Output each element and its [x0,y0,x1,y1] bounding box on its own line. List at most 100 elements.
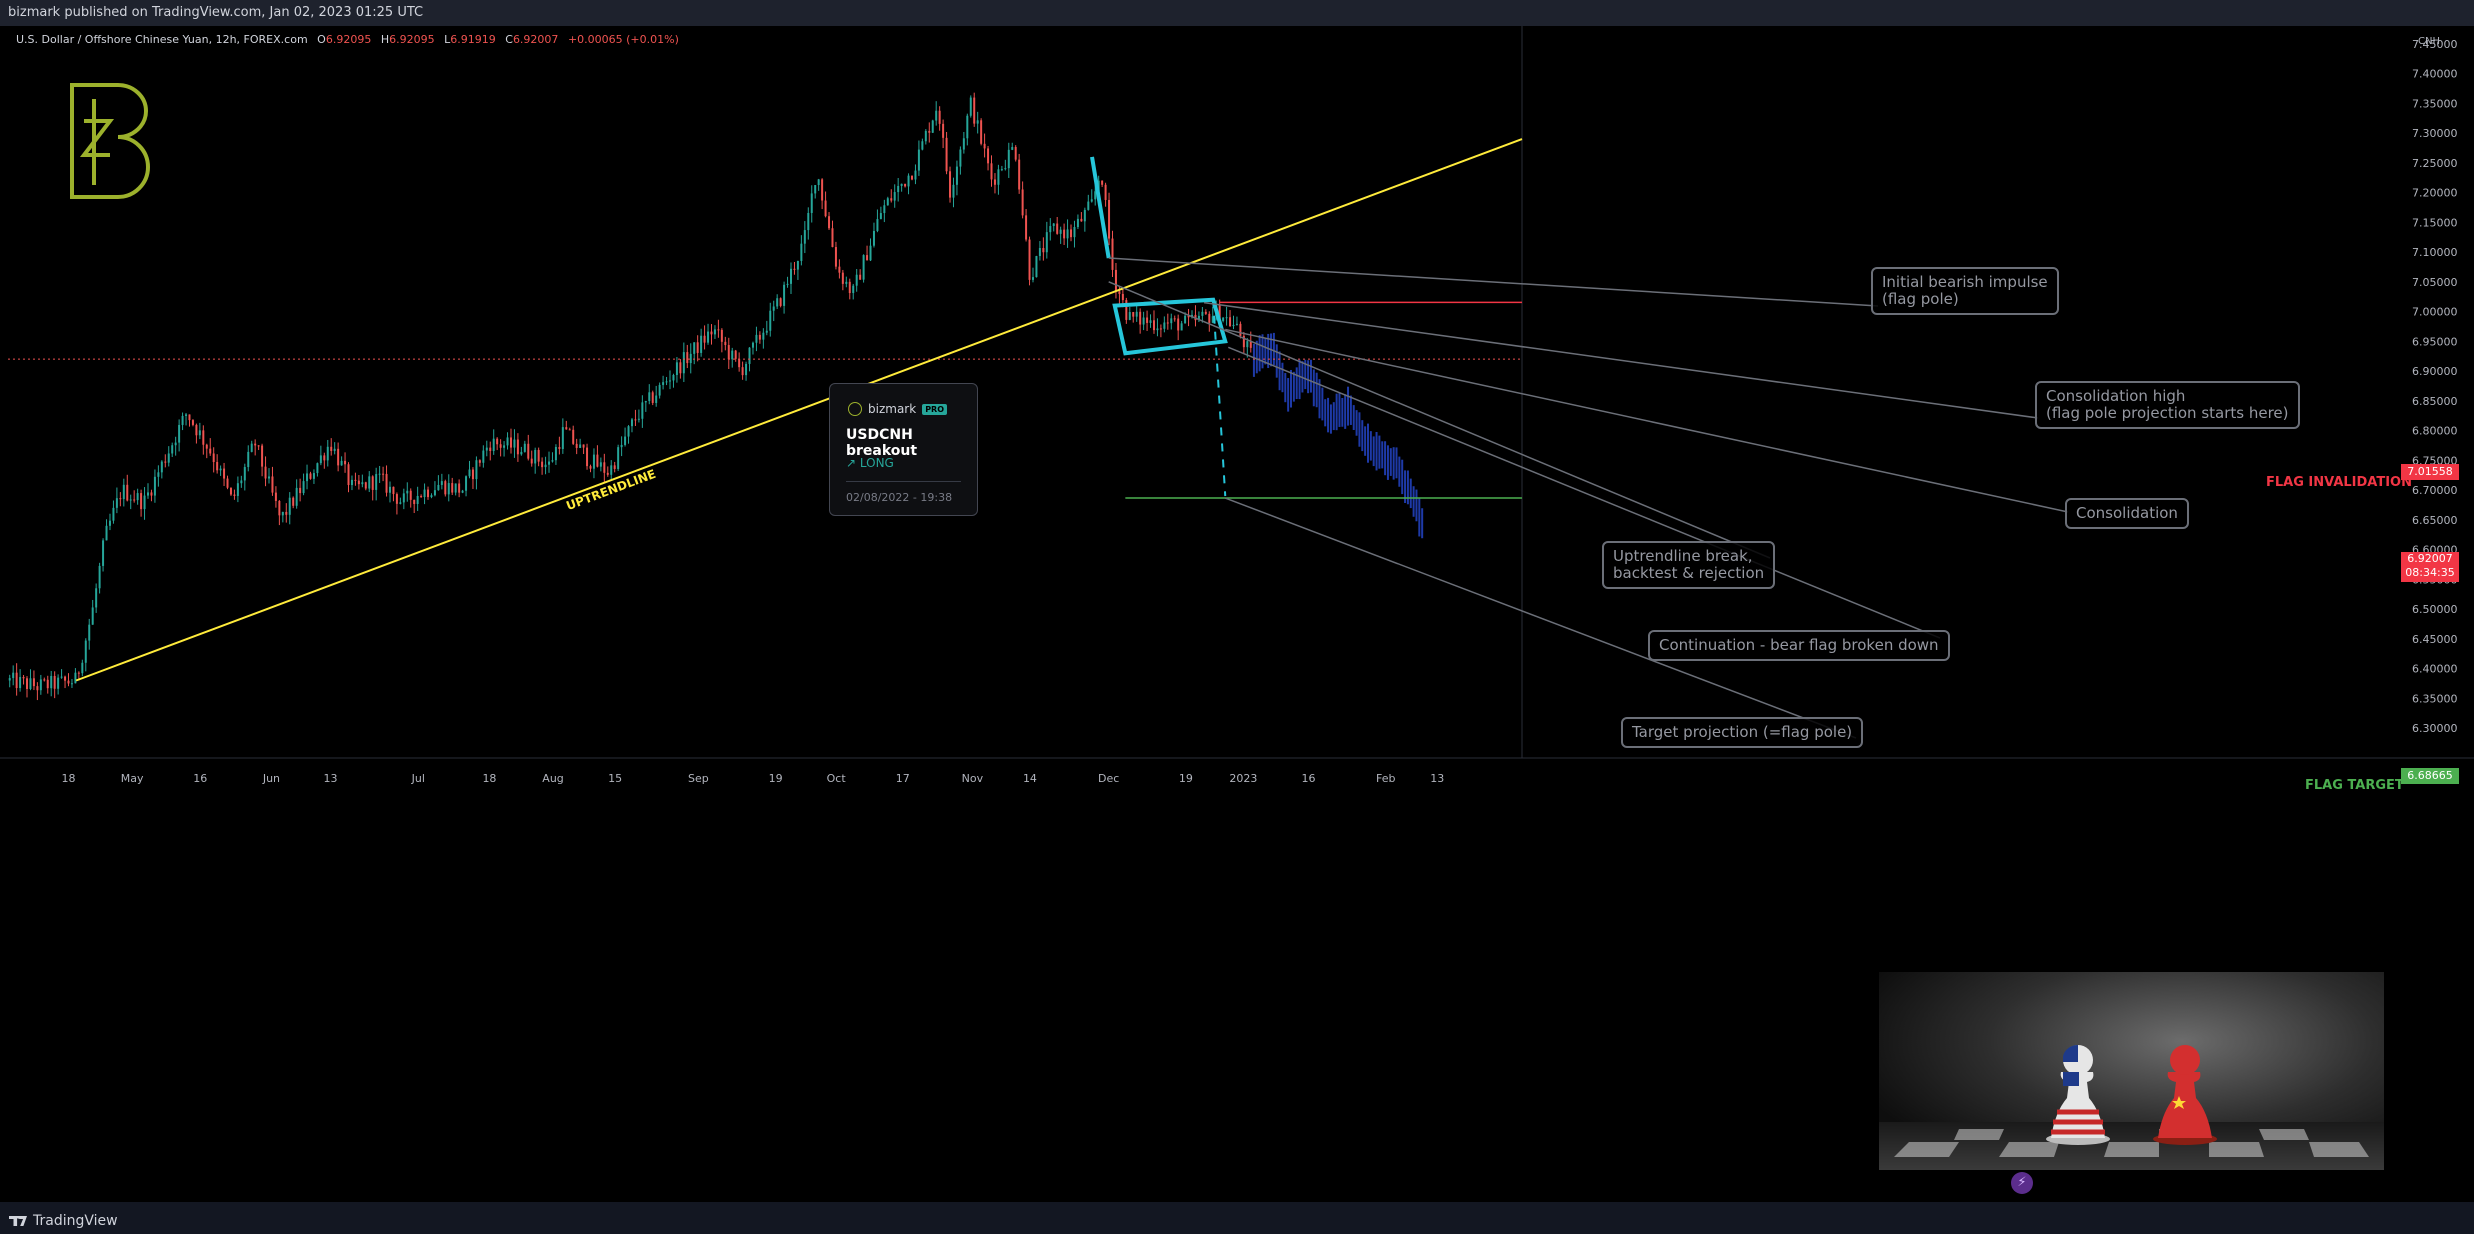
candle-body [969,97,972,116]
candle-body [1125,300,1128,320]
candle-body [226,478,229,488]
price-tick-label: 6.70000 [2412,484,2458,497]
candle-body [406,490,409,494]
candle-body [1118,291,1121,294]
annotation-consolidation-high[interactable]: Consolidation high (flag pole projection… [2035,381,2300,429]
candle-body [382,473,385,475]
candle-body [74,672,77,684]
flag-channel [1112,297,1228,356]
candle-body [364,482,367,489]
tradingview-logo[interactable]: TradingView [9,1213,118,1229]
candle-body [1180,323,1183,331]
candle-body [872,230,875,246]
time-tick-label: May [121,772,144,785]
candle-body [67,680,70,684]
candle-body [793,268,796,270]
price-tick-label: 7.10000 [2412,246,2458,259]
candle-body [202,430,205,445]
time-tick-label: Jun [262,772,280,785]
candle-body [554,446,557,461]
annotation-consolidation[interactable]: Consolidation [2065,498,2189,529]
candle-body [1187,315,1190,318]
candle-body [29,678,32,689]
time-tick-label: Jul [411,772,425,785]
candle-body [1249,341,1252,348]
candle-body [420,495,423,498]
candle-body [129,499,132,501]
annotation-impulse[interactable]: Initial bearish impulse (flag pole) [1871,267,2059,315]
legend-close-label: C [505,33,513,46]
idea-card[interactable]: bizmark PRO USDCNH breakout ↗ LONG 02/08… [829,383,978,516]
candle-body [330,446,333,451]
chess-pieces-image [1879,1044,2384,1170]
candle-body [848,281,851,294]
candle-body [751,342,754,348]
time-tick-label: 2023 [1229,772,1257,785]
candle-body [783,284,786,306]
candle-body [520,451,523,455]
candle-body [240,480,243,484]
candle-body [1090,199,1093,202]
candle-body [596,454,599,467]
price-tick-label: 6.40000 [2412,663,2458,676]
candle-body [1083,209,1086,222]
candle-body [1128,312,1131,320]
candle-body [724,341,727,346]
lightning-icon[interactable]: ⚡ [2011,1172,2033,1194]
candle-body [216,462,219,471]
time-tick-label: 16 [1302,772,1316,785]
price-tick-label: 7.20000 [2412,187,2458,200]
time-tick-label: 16 [193,772,207,785]
candle-body [288,497,291,515]
price-tick-label: 7.45000 [2412,38,2458,51]
candle-body [167,453,170,463]
legend-symbol: U.S. Dollar / Offshore Chinese Yuan, 12h… [16,33,308,46]
candle-body [451,483,454,493]
candle-body [776,298,779,307]
candle-body [537,449,540,462]
candle-body [800,243,803,261]
candle-body [1014,147,1017,160]
candle-body [973,97,976,124]
candle-body [102,540,105,566]
time-tick-label: Feb [1376,772,1395,785]
candle-body [921,141,924,150]
candle-body [762,332,765,340]
annotation-target-projection[interactable]: Target projection (=flag pole) [1621,717,1864,748]
candle-body [1031,277,1034,280]
candle-body [157,472,160,477]
candle-body [257,445,260,447]
candle-body [838,266,841,273]
candle-body [907,175,910,187]
candle-body [229,487,232,495]
legend-change: +0.00065 (+0.01%) [567,33,679,46]
candle-body [651,392,654,403]
time-tick-label: Oct [827,772,847,785]
candle-body [534,449,537,464]
price-tick-label: 7.25000 [2412,157,2458,170]
candle-body [1004,168,1007,170]
candle-body [371,476,374,490]
candle-body [551,460,554,462]
candle-body [212,453,215,463]
candle-body [655,395,658,403]
candle-body [613,465,616,469]
price-tick-label: 7.35000 [2412,97,2458,110]
chart-frame[interactable]: CNH 7.45000 7.40000 7.35000 7.30000 7.25000 7.… [0,26,2474,1234]
candle-body [665,381,668,383]
candle-body [1218,305,1221,321]
candle-body [264,466,267,479]
annotation-uptrend-break[interactable]: Uptrendline break, backtest & rejection [1602,541,1776,589]
candle-body [437,484,440,491]
drawings [8,138,2069,739]
candle-body [188,414,191,421]
candle-body [1225,317,1228,319]
price-tick-label: 7.40000 [2412,68,2458,81]
candle-body [32,678,35,687]
time-tick-label: Sep [688,772,709,785]
candle-body [140,493,143,510]
candle-body [12,672,15,679]
annotation-continuation[interactable]: Continuation - bear flag broken down [1648,630,1950,661]
candle-body [693,342,696,354]
